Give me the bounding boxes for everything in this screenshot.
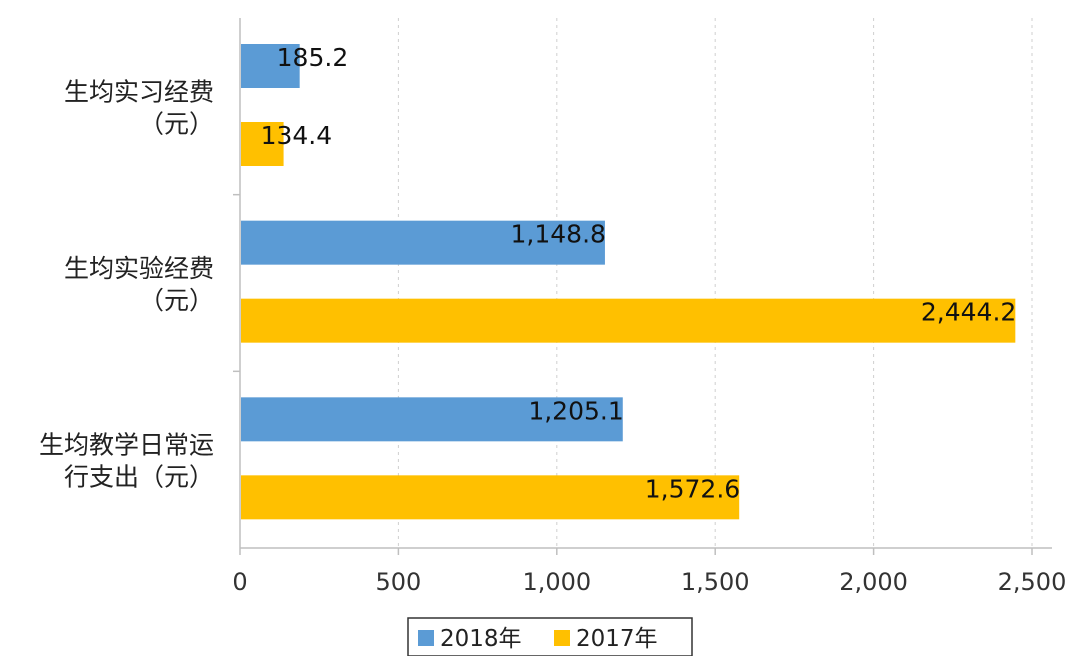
data-labels: 185.2 134.4 1,148.8 2,444.2 1,205.1 1,572.6: [261, 43, 1017, 503]
bar-2018: [241, 44, 300, 88]
legend-label: 2017年: [576, 626, 658, 652]
data-label: 1,205.1: [528, 396, 623, 425]
legend-swatch: [418, 630, 434, 646]
bar-2017: [241, 298, 1016, 343]
x-tick-label: 2,500: [998, 568, 1067, 596]
bar-2017: [241, 122, 284, 166]
data-label: 2,444.2: [921, 298, 1016, 327]
bar-2018: [241, 397, 623, 442]
legend-label: 2018年: [440, 626, 522, 652]
bars: [241, 44, 1016, 520]
data-label: 1,148.8: [511, 220, 606, 249]
bar-2018: [241, 220, 605, 265]
x-tick-label: 1,500: [681, 568, 750, 596]
data-label: 134.4: [261, 121, 333, 150]
y-category-label: 生均教学日常运: [39, 431, 214, 460]
data-label: 185.2: [277, 43, 349, 72]
data-label: 1,572.6: [645, 474, 740, 503]
y-category-label: 行支出（元）: [64, 463, 214, 492]
legend-box: [407, 617, 693, 656]
legend-swatch: [554, 630, 570, 646]
bar-2017: [241, 475, 740, 520]
gridlines: [397, 18, 1033, 548]
x-tick-label: 2,000: [839, 568, 908, 596]
y-category-label: 生均实习经费: [64, 77, 214, 106]
x-tick-label: 1,000: [522, 568, 591, 596]
legend: 2018年 2017年: [407, 617, 693, 656]
y-category-label: 生均实验经费: [64, 254, 214, 283]
x-tick-label: 500: [375, 568, 421, 596]
y-category-label: （元）: [139, 109, 214, 138]
x-tick-label: 0: [232, 568, 247, 596]
axes: 0 500 1,000 1,500 2,000 2,500 生均实习经费 （元） 生均实验经费 （…: [39, 18, 1066, 596]
y-category-label: （元）: [139, 286, 214, 315]
